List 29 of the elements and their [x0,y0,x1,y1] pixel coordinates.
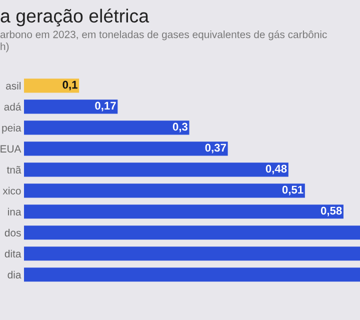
bar [24,142,228,156]
bar [24,100,118,114]
bar [24,120,190,135]
y-tick-label: dita [4,250,22,258]
bar [24,184,305,198]
bar [24,268,360,282]
bar [24,226,360,240]
bar [24,246,360,261]
data-label: 0,1 [62,80,78,90]
data-label: 0,3 [172,122,188,132]
y-tick-label: EUA [0,145,22,153]
y-tick-label: dia [8,270,22,278]
y-tick-label: adá [4,102,22,111]
y-tick-label: asil [6,82,21,90]
y-tick-label: peia [2,124,22,134]
y-tick-label: dos [4,228,21,237]
data-label: 0,17 [95,102,116,112]
data-label: 0,58 [320,206,342,216]
chart-subtitle: arbono em 2023, em toneladas de gases equivalentes de gás carbônic h) [0,30,327,52]
bar [24,204,344,219]
bar [24,162,288,177]
y-tick-label: ina [8,208,22,216]
chart-title: a geração elétrica [0,8,150,26]
data-label: 0,48 [266,164,287,174]
bar [24,78,80,93]
y-tick-label: xico [2,186,21,195]
y-tick-label: tnã [6,166,22,174]
data-label: 0,51 [282,186,304,196]
data-label: 0,37 [205,144,226,154]
